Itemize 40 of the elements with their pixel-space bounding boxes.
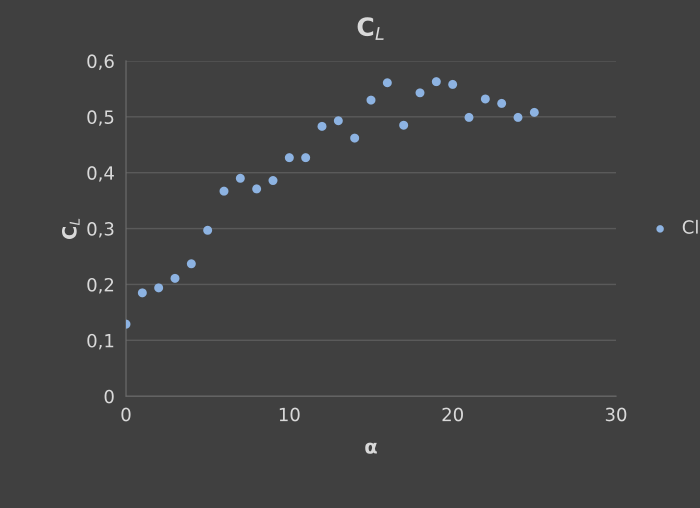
x-tick-label: 20 bbox=[442, 408, 463, 422]
point bbox=[464, 112, 474, 122]
point bbox=[284, 153, 294, 162]
y-tick-label: 0 bbox=[104, 390, 114, 404]
x-axis-title: α bbox=[365, 442, 377, 454]
point bbox=[318, 122, 326, 131]
point bbox=[448, 80, 458, 89]
y-tick-label: 0,6 bbox=[87, 54, 114, 70]
x-tick-label: 10 bbox=[280, 408, 300, 422]
chart-title: C$_{L}$ bbox=[358, 17, 384, 40]
point bbox=[416, 88, 424, 98]
point bbox=[530, 108, 539, 117]
y-tick-label: 0,1 bbox=[87, 334, 114, 350]
point bbox=[236, 174, 245, 183]
point bbox=[186, 259, 196, 268]
point bbox=[154, 283, 164, 292]
legend-label: Cl bbox=[682, 220, 698, 234]
point bbox=[350, 134, 360, 143]
point bbox=[203, 226, 212, 235]
point bbox=[334, 116, 343, 126]
point bbox=[514, 112, 522, 122]
point bbox=[432, 77, 441, 86]
point bbox=[480, 94, 490, 104]
point bbox=[252, 184, 262, 194]
y-tick-label: 0,4 bbox=[87, 166, 114, 182]
y-axis-title: C$_{L}$ bbox=[62, 218, 80, 240]
point bbox=[170, 274, 180, 283]
point bbox=[366, 96, 376, 105]
y-tick-label: 0,3 bbox=[87, 222, 114, 238]
point bbox=[220, 186, 228, 196]
x-tick-label: 30 bbox=[606, 408, 626, 422]
point bbox=[268, 176, 278, 186]
point bbox=[399, 120, 408, 130]
point bbox=[301, 153, 310, 162]
y-tick-label: 0,5 bbox=[87, 110, 114, 126]
x-tick-label: 0 bbox=[121, 408, 131, 422]
point bbox=[497, 98, 506, 108]
y-tick-label: 0,2 bbox=[87, 278, 114, 294]
point bbox=[138, 288, 147, 298]
point bbox=[382, 78, 392, 88]
